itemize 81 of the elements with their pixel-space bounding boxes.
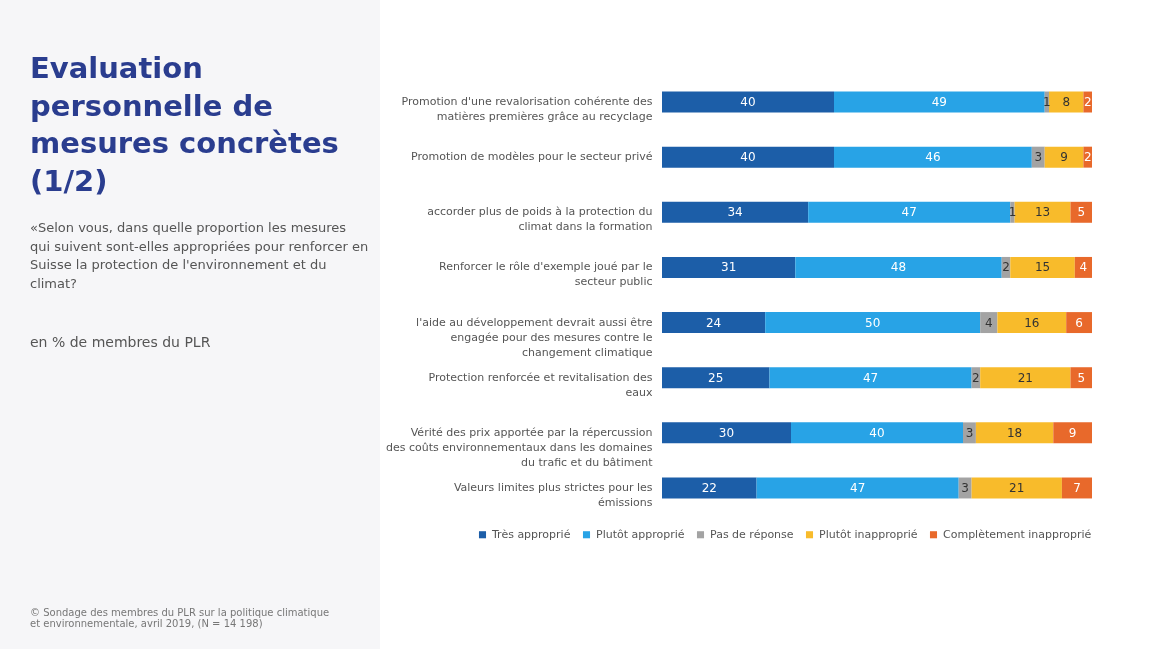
bar bbox=[662, 91, 834, 113]
bar bbox=[1061, 477, 1092, 499]
data-label: 49 bbox=[931, 95, 947, 110]
bar bbox=[834, 146, 1032, 168]
data-label: 47 bbox=[901, 205, 917, 220]
text: © Sondage des membres du PLR sur la politique climatique et environnementale, avril 2019, (N = 14 198) bbox=[30, 607, 331, 629]
data-label: 3 bbox=[965, 425, 974, 440]
data-label: 21 bbox=[1017, 370, 1033, 385]
bar bbox=[808, 201, 1011, 223]
bar bbox=[971, 477, 1062, 499]
data-label: 40 bbox=[740, 150, 756, 165]
data-label: 3 bbox=[961, 480, 969, 495]
legend-label: Pas de réponse bbox=[710, 527, 794, 541]
data-label: 40 bbox=[869, 425, 885, 440]
data-label: 4 bbox=[984, 315, 993, 330]
data-label: 31 bbox=[721, 260, 737, 275]
data-label: 2 bbox=[972, 370, 980, 385]
bar bbox=[791, 422, 963, 444]
bar bbox=[1066, 312, 1092, 334]
legend-label: Plutôt approprié bbox=[596, 527, 685, 541]
data-label: 34 bbox=[727, 205, 743, 220]
bar bbox=[997, 312, 1067, 334]
bar bbox=[975, 422, 1054, 444]
data-label: 2 bbox=[1002, 260, 1010, 275]
data-label: 9 bbox=[1068, 425, 1077, 440]
data-label: 8 bbox=[1062, 95, 1071, 110]
y-tick-label: l'aide au développement devrait aussi être engagée pour des mesures contre le changement climatique bbox=[416, 315, 653, 359]
y-tick-label: accorder plus de poids à la protection du climat dans la formation bbox=[427, 205, 653, 234]
data-label: 22 bbox=[701, 480, 717, 495]
data-label: 24 bbox=[705, 315, 722, 330]
y-tick-label: Vérité des prix apportée par la répercussion des coûts environnementaux dans les domaines du trafic et du bâtiment bbox=[386, 425, 654, 469]
bar bbox=[769, 367, 972, 389]
data-label: 48 bbox=[890, 260, 907, 275]
data-label: 40 bbox=[740, 95, 756, 110]
text: «Selon vous, dans quelle proportion les mesures qui suivent sont-elles appropriées pour renforcer en Suisse la protection de l'environnement et du climat? bbox=[30, 218, 370, 294]
bar bbox=[756, 477, 959, 499]
data-label: 2 bbox=[1083, 95, 1092, 110]
bar bbox=[662, 201, 809, 223]
data-label: 13 bbox=[1034, 205, 1051, 220]
y-tick-label: Valeurs limites plus strictes pour les émissions bbox=[453, 480, 653, 509]
data-label: 47 bbox=[862, 370, 879, 385]
bar bbox=[662, 477, 757, 499]
data-label: 50 bbox=[865, 315, 881, 330]
y-tick-label: Renforcer le rôle d'exemple joué par le secteur public bbox=[439, 260, 653, 289]
data-label: 25 bbox=[708, 370, 724, 385]
data-label: 6 bbox=[1075, 315, 1083, 330]
data-label: 9 bbox=[1060, 150, 1068, 165]
bar bbox=[795, 256, 1002, 278]
bar bbox=[765, 312, 981, 334]
data-label: 7 bbox=[1073, 480, 1081, 495]
data-label: 46 bbox=[925, 150, 941, 165]
data-label: 18 bbox=[1006, 425, 1023, 440]
data-label: 16 bbox=[1024, 315, 1040, 330]
data-label: 30 bbox=[718, 425, 735, 440]
bar bbox=[980, 367, 1071, 389]
bar bbox=[662, 312, 766, 334]
bar bbox=[834, 91, 1045, 113]
data-label: 21 bbox=[1009, 480, 1025, 495]
bar bbox=[1014, 201, 1071, 223]
data-label: 4 bbox=[1079, 260, 1088, 275]
legend-label: Très approprié bbox=[491, 527, 571, 541]
data-label: 2 bbox=[1083, 150, 1092, 165]
bar bbox=[662, 146, 834, 168]
data-label: 47 bbox=[850, 480, 866, 495]
bar bbox=[1010, 256, 1075, 278]
y-tick-label: Promotion d'une revalorisation cohérente des matières premières grâce au recyclage bbox=[401, 95, 653, 124]
bar bbox=[1044, 146, 1084, 168]
bar bbox=[662, 422, 791, 444]
data-label: 5 bbox=[1077, 205, 1086, 220]
legend-label: Complètement inapproprié bbox=[943, 527, 1092, 541]
data-label: 3 bbox=[1034, 150, 1043, 165]
text: Evaluation personnelle de mesures concrètes (1/2) bbox=[30, 50, 340, 201]
legend-label: Plutôt inapproprié bbox=[819, 527, 918, 541]
y-tick-label: Protection renforcée et revitalisation des eaux bbox=[428, 370, 653, 399]
bar bbox=[1053, 422, 1092, 444]
data-label: 5 bbox=[1077, 370, 1086, 385]
text: en % de membres du PLR bbox=[30, 334, 212, 351]
bar bbox=[662, 256, 796, 278]
data-label: 15 bbox=[1034, 260, 1051, 275]
y-tick-label: Promotion de modèles pour le secteur privé bbox=[411, 150, 653, 164]
bar bbox=[662, 367, 770, 389]
